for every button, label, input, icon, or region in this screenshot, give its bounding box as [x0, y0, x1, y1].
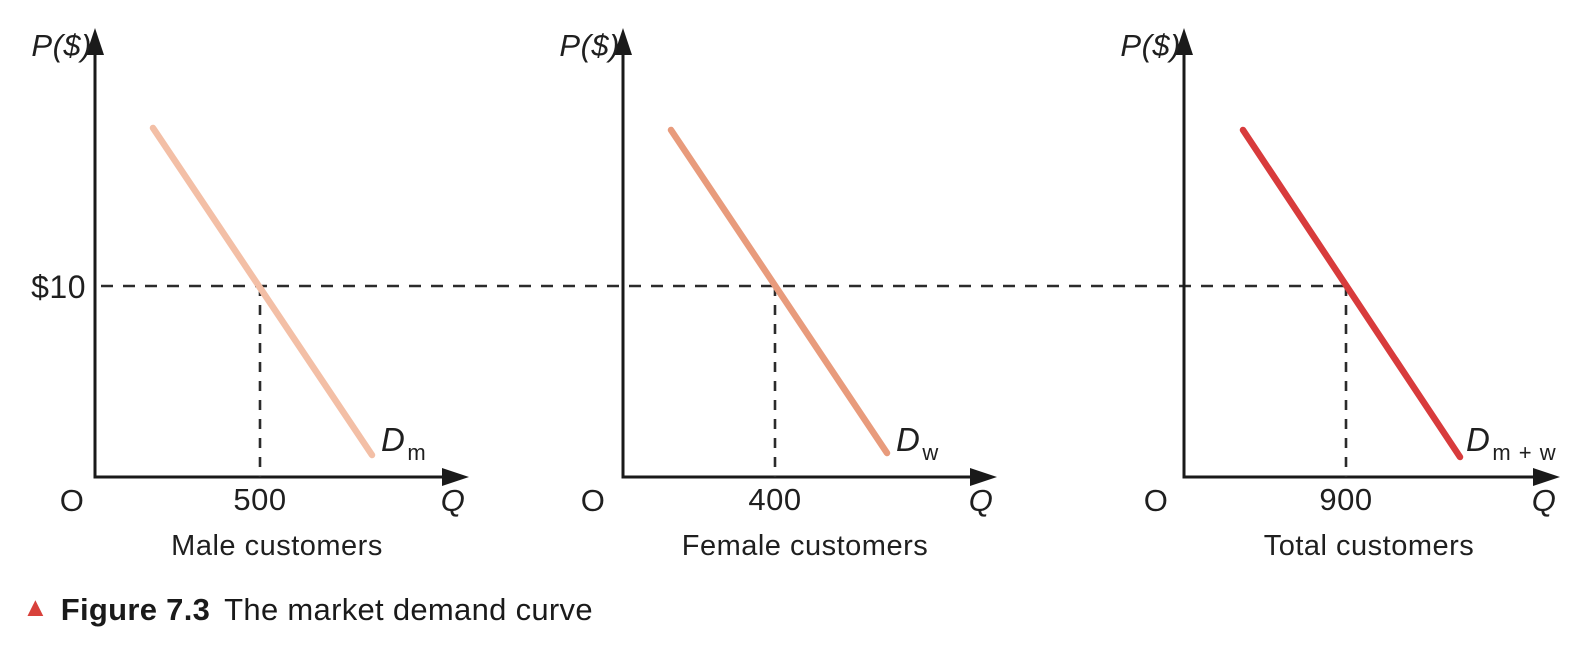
curve-subscript: m + w — [1492, 440, 1557, 465]
origin-label: O — [59, 483, 85, 518]
x-axis-arrow-icon — [442, 468, 469, 486]
y-axis-label: P($) — [559, 28, 620, 63]
demand-curve — [149, 124, 376, 459]
caption-title: The market demand curve — [224, 592, 593, 627]
x-axis-label: Q — [440, 483, 466, 518]
x-tick-label: 900 — [1319, 482, 1373, 517]
x-axis-label: Q — [968, 483, 994, 518]
origin-label: O — [580, 483, 606, 518]
x-axis-arrow-icon — [970, 468, 997, 486]
demand-curve — [667, 126, 891, 457]
demand-curve-label: Dm — [381, 423, 427, 464]
caption-triangle-icon: ▲ — [22, 592, 49, 622]
x-axis-label: Q — [1531, 483, 1557, 518]
y-axis-label: P($) — [1120, 28, 1181, 63]
curve-subscript: w — [922, 440, 940, 465]
x-tick-label: 500 — [233, 482, 287, 517]
figure-caption: ▲ Figure 7.3 The market demand curve — [22, 592, 593, 627]
curve-letter: D — [896, 421, 921, 458]
curve-letter: D — [1466, 421, 1491, 458]
panel-title: Male customers — [171, 530, 383, 562]
demand-curve-label: Dw — [896, 423, 939, 464]
curve-subscript: m — [407, 440, 427, 465]
x-axis-arrow-icon — [1533, 468, 1560, 486]
panel-title: Female customers — [681, 530, 929, 562]
panel-title: Total customers — [1263, 530, 1475, 562]
demand-curve-label: Dm + w — [1466, 423, 1557, 464]
y-axis-label: P($) — [31, 28, 92, 63]
demand-curve — [1239, 126, 1464, 461]
origin-label: O — [1143, 483, 1169, 518]
y-axis-arrow-icon — [1175, 28, 1193, 55]
caption-figure-number: Figure 7.3 — [60, 592, 211, 627]
price-tick-label: $10 — [31, 269, 86, 305]
y-axis-arrow-icon — [614, 28, 632, 55]
y-axis-arrow-icon — [86, 28, 104, 55]
x-tick-label: 400 — [748, 482, 802, 517]
curve-letter: D — [381, 421, 406, 458]
